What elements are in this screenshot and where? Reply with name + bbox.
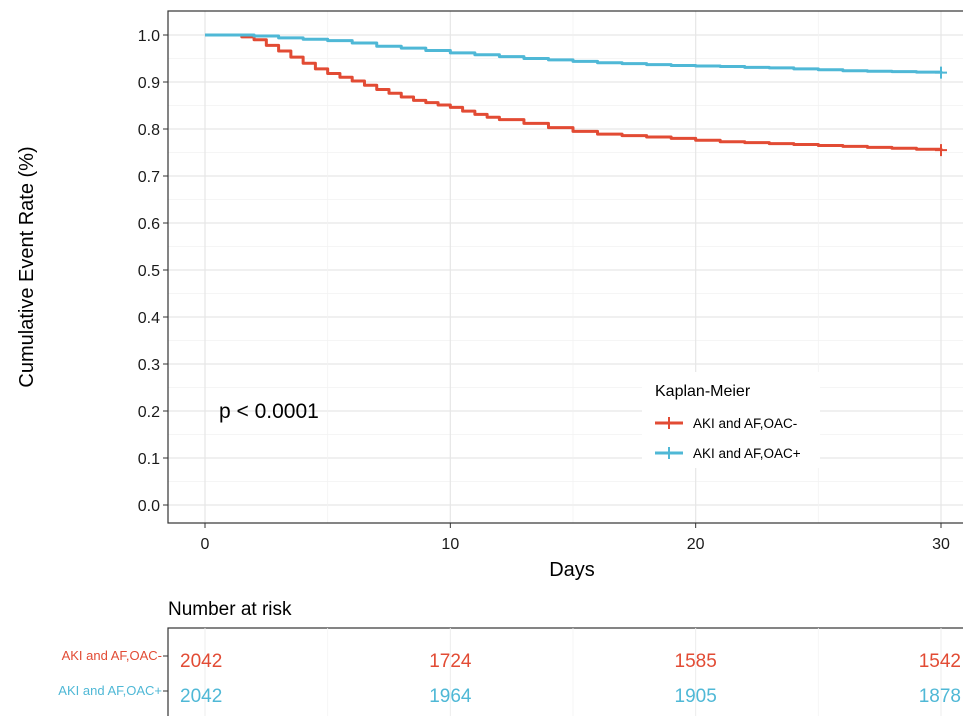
plot-panel-border <box>167 10 963 524</box>
risk-count: 2042 <box>180 651 222 672</box>
x-axis-title: Days <box>549 559 595 581</box>
y-tick-label: 0.4 <box>138 310 160 327</box>
legend-label: AKI and AF,OAC+ <box>693 446 801 461</box>
risk-table-rows: AKI and AF,OAC- 2042 1724 1585 1542 AKI and A… <box>58 648 961 707</box>
y-tick-label: 0.1 <box>138 451 160 468</box>
risk-count: 2042 <box>180 686 222 707</box>
y-tick-label: 0.5 <box>138 263 160 280</box>
y-tick-label: 0.2 <box>138 404 160 421</box>
x-tick-label: 0 <box>201 536 210 553</box>
legend-title: Kaplan-Meier <box>655 383 751 400</box>
risk-count: 1724 <box>429 651 472 672</box>
x-tick-label: 30 <box>932 536 950 553</box>
series-line-1 <box>205 33 943 151</box>
y-tick-label: 0.6 <box>138 216 160 233</box>
x-tick-label: 10 <box>441 536 459 553</box>
risk-count: 1878 <box>919 686 961 707</box>
legend-items: AKI and AF,OAC- AKI and AF,OAC+ <box>655 416 801 461</box>
y-tick-label: 0.9 <box>138 75 160 92</box>
risk-row-label: AKI and AF,OAC+ <box>58 683 162 698</box>
censor-mark-1 <box>935 144 947 157</box>
risk-count: 1542 <box>919 651 961 672</box>
plot-series <box>205 33 947 157</box>
y-tick-label: 0.3 <box>138 357 160 374</box>
risk-row-label: AKI and AF,OAC- <box>62 648 162 663</box>
p-value-annotation: p < 0.0001 <box>219 400 319 423</box>
x-axis: 0 10 20 30 <box>201 523 950 553</box>
plot-grid <box>168 11 963 523</box>
legend-label: AKI and AF,OAC- <box>693 416 797 431</box>
y-tick-label: 0.0 <box>138 498 160 515</box>
legend: Kaplan-Meier AKI and AF,OAC-AKI and AF,O… <box>642 372 820 468</box>
series-line-2 <box>205 33 943 74</box>
risk-count: 1964 <box>429 686 472 707</box>
risk-table-title: Number at risk <box>168 599 292 620</box>
y-tick-label: 0.7 <box>138 169 160 186</box>
censor-mark-2 <box>935 66 947 79</box>
y-tick-label: 0.8 <box>138 122 160 139</box>
risk-count: 1585 <box>675 651 717 672</box>
risk-count: 1905 <box>675 686 717 707</box>
x-tick-label: 20 <box>687 536 705 553</box>
risk-table-grid <box>204 628 942 716</box>
y-tick-label: 1.0 <box>138 28 160 45</box>
y-axis: 0.0 0.1 0.2 0.3 0.4 0.5 0.6 0.7 0.8 0.9 1.0 <box>138 28 168 515</box>
y-axis-title: Cumulative Event Rate (%) <box>16 146 38 387</box>
risk-table-border <box>167 627 963 716</box>
